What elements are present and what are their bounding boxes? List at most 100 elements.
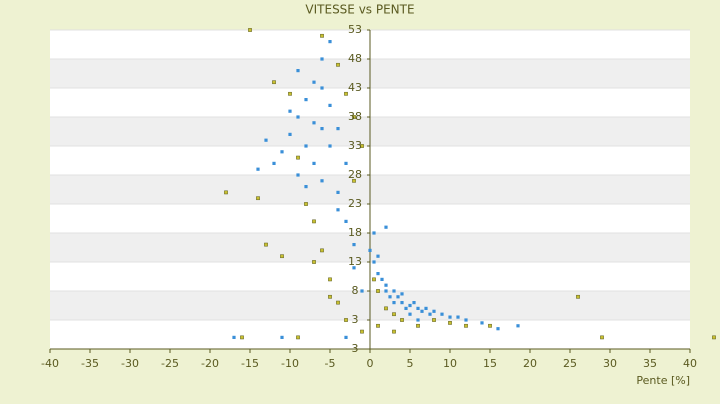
chart-title: VITESSE vs PENTE (305, 3, 414, 17)
y-tick-label: 23 (348, 197, 362, 210)
point (352, 266, 356, 270)
point (400, 292, 404, 296)
x-tick-label: 5 (407, 357, 414, 370)
point (304, 144, 308, 148)
point (368, 248, 372, 252)
x-axis-label: Pente [%] (636, 374, 690, 387)
point (264, 138, 268, 142)
point (280, 150, 284, 154)
point (224, 190, 228, 195)
y-tick-label: 28 (348, 168, 362, 181)
y-tick-label: 3 (352, 342, 359, 355)
point (248, 28, 252, 32)
point (344, 161, 348, 165)
point (344, 335, 348, 339)
point (440, 312, 444, 316)
point (448, 321, 452, 325)
y-tick-label: 38 (348, 110, 362, 123)
point (288, 109, 292, 113)
x-tick-label: -30 (121, 357, 139, 370)
x-tick-label: -5 (325, 357, 336, 370)
point (400, 318, 404, 322)
point (312, 260, 316, 264)
x-tick-label: 30 (603, 357, 617, 370)
point (420, 309, 424, 313)
point (416, 323, 420, 328)
point (360, 329, 364, 334)
point (336, 127, 340, 131)
point (312, 161, 316, 165)
point (296, 155, 300, 160)
point (384, 306, 388, 311)
point (464, 323, 468, 328)
point (712, 335, 716, 340)
point (372, 260, 376, 264)
point (304, 98, 308, 102)
point (392, 289, 396, 293)
point (456, 315, 460, 319)
point (336, 208, 340, 212)
point (388, 295, 392, 299)
point (256, 167, 260, 171)
point (360, 144, 364, 148)
point (272, 161, 276, 165)
point (432, 309, 436, 313)
point (328, 103, 332, 107)
point (384, 225, 388, 229)
point (424, 306, 428, 310)
point (384, 289, 388, 293)
point (448, 315, 452, 319)
point (416, 306, 420, 310)
point (516, 324, 520, 328)
x-tick-label: 10 (443, 357, 457, 370)
plot-area: -40 -35 -30 -25 -20 -15 -10 -5 0 5 10 15 20 25 30 35 40 3… (41, 23, 716, 370)
point (304, 202, 308, 206)
x-tick-label: 25 (563, 357, 577, 370)
point (376, 323, 380, 328)
point (328, 277, 332, 282)
point (344, 318, 348, 322)
point (344, 219, 348, 223)
point (372, 277, 376, 282)
point (320, 86, 324, 90)
point (328, 144, 332, 148)
point (328, 40, 332, 44)
point (280, 335, 284, 339)
point (296, 69, 300, 73)
point (600, 335, 604, 340)
point (336, 300, 340, 305)
point (480, 321, 484, 325)
point (376, 289, 380, 293)
y-tick-label: 8 (352, 284, 359, 297)
x-tick-label: -15 (241, 357, 259, 370)
point (328, 294, 332, 299)
y-tick-label: 53 (348, 23, 362, 36)
x-tick-label: -35 (81, 357, 99, 370)
point (376, 272, 380, 276)
point (296, 335, 300, 340)
point (392, 329, 396, 334)
x-tick-label: -25 (161, 357, 179, 370)
point (408, 303, 412, 308)
point (576, 294, 580, 299)
y-tick-label: 43 (348, 81, 362, 94)
point (320, 127, 324, 131)
point (352, 243, 356, 247)
point (320, 179, 324, 183)
point (360, 289, 364, 293)
x-tick-label: 15 (483, 357, 497, 370)
point (320, 57, 324, 61)
point (384, 283, 388, 287)
point (336, 190, 340, 194)
point (312, 219, 316, 224)
point (232, 335, 236, 339)
x-tick-label: -20 (201, 357, 219, 370)
point (372, 231, 376, 235)
point (496, 327, 500, 331)
point (240, 335, 244, 340)
point (408, 312, 412, 316)
point (416, 318, 420, 322)
point (288, 91, 292, 96)
x-tick-label: 20 (523, 357, 537, 370)
